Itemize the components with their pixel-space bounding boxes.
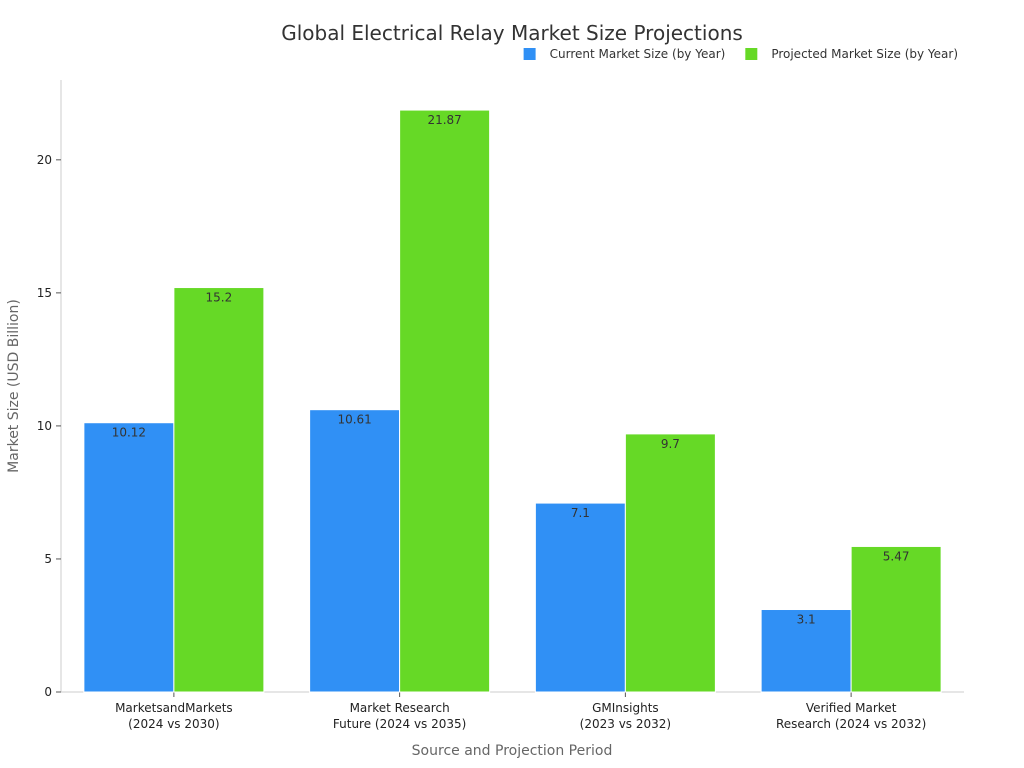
x-axis-title: Source and Projection Period (412, 743, 613, 759)
y-tick-label: 20 (37, 153, 52, 167)
bar (624, 433, 716, 693)
x-tick-label: Research (2024 vs 2032) (776, 717, 926, 731)
bar (173, 287, 265, 693)
legend-swatch (745, 48, 758, 60)
bar (83, 422, 175, 693)
x-tick-label: Verified Market (806, 701, 897, 715)
data-label: 9.7 (661, 437, 680, 451)
bar (850, 545, 942, 693)
axes: 0 5 10 15 20 MarketsandMarkets (2024 vs 2030) M… (37, 80, 964, 731)
bar (309, 409, 401, 693)
y-tick-label: 10 (37, 419, 52, 433)
legend-label: Projected Market Size (by Year) (771, 47, 958, 61)
legend: Current Market Size (by Year) Projected M… (523, 47, 958, 61)
data-label: 15.2 (206, 291, 233, 305)
bar (399, 109, 491, 693)
legend-swatch (523, 48, 536, 60)
y-tick-label: 0 (44, 685, 52, 699)
bars (83, 109, 942, 693)
y-tick-label: 15 (37, 286, 52, 300)
x-tick-label: (2024 vs 2030) (128, 717, 219, 731)
y-axis-title: Market Size (USD Billion) (6, 299, 22, 473)
data-label: 5.47 (883, 549, 910, 563)
bar (534, 502, 626, 693)
data-label: 10.61 (337, 413, 371, 427)
chart-title: Global Electrical Relay Market Size Proj… (281, 21, 743, 45)
x-tick-label: Future (2024 vs 2035) (333, 717, 466, 731)
data-label: 21.87 (427, 113, 461, 127)
x-tick-label: (2023 vs 2032) (580, 717, 671, 731)
data-labels: 10.12 15.2 10.61 21.87 7.1 9.7 3.1 5.47 (112, 113, 910, 626)
x-tick-label: GMInsights (592, 701, 659, 715)
x-tick-label: Market Research (350, 701, 450, 715)
data-label: 7.1 (571, 506, 590, 520)
data-label: 3.1 (797, 613, 816, 627)
data-label: 10.12 (112, 426, 146, 440)
legend-label: Current Market Size (by Year) (550, 47, 726, 61)
y-tick-label: 5 (44, 552, 52, 566)
x-tick-label: MarketsandMarkets (115, 701, 233, 715)
